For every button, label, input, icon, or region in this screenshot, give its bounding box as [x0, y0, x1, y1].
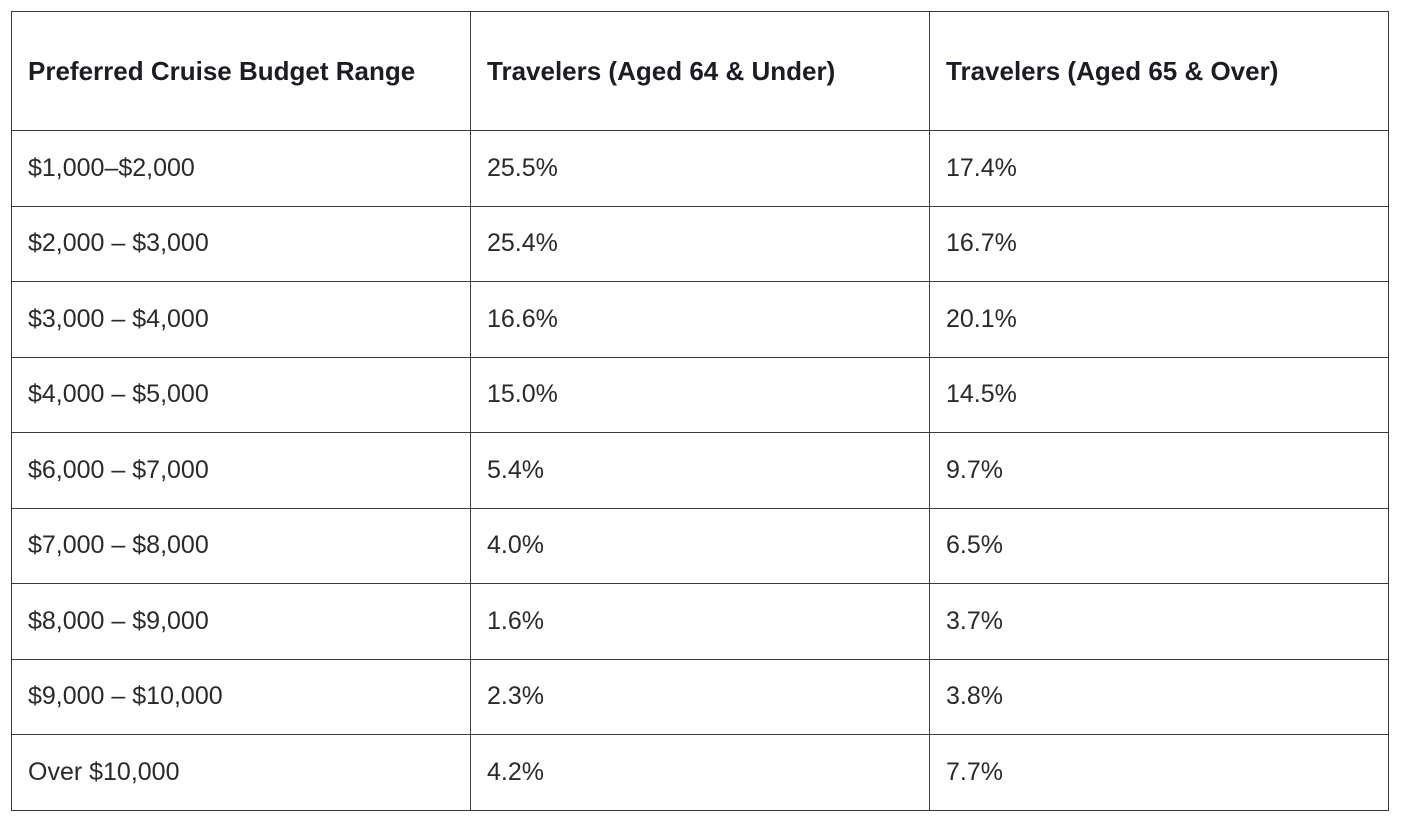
aged-64-under-cell: 2.3%: [470, 658, 930, 735]
aged-64-under-cell: 16.6%: [470, 281, 930, 358]
budget-range-cell: $2,000 – $3,000: [11, 205, 471, 282]
cruise-budget-table: Preferred Cruise Budget Range Travelers …: [11, 11, 1389, 811]
aged-64-under-cell: 4.2%: [470, 734, 930, 811]
table-row: $2,000 – $3,000 25.4% 16.7%: [11, 205, 1389, 282]
aged-65-over-cell: 14.5%: [929, 356, 1389, 433]
budget-range-cell: $6,000 – $7,000: [11, 432, 471, 509]
aged-64-under-cell: 1.6%: [470, 583, 930, 660]
budget-range-cell: $9,000 – $10,000: [11, 658, 471, 735]
budget-range-cell: $1,000–$2,000: [11, 130, 471, 207]
table-row: $3,000 – $4,000 16.6% 20.1%: [11, 281, 1389, 358]
aged-65-over-cell: 17.4%: [929, 130, 1389, 207]
table-row: $6,000 – $7,000 5.4% 9.7%: [11, 432, 1389, 509]
table-row: $1,000–$2,000 25.5% 17.4%: [11, 130, 1389, 207]
header-aged-64-under: Travelers (Aged 64 & Under): [470, 11, 930, 131]
aged-64-under-cell: 15.0%: [470, 356, 930, 433]
aged-64-under-cell: 5.4%: [470, 432, 930, 509]
budget-range-cell: $4,000 – $5,000: [11, 356, 471, 433]
aged-65-over-cell: 7.7%: [929, 734, 1389, 811]
table-row: $4,000 – $5,000 15.0% 14.5%: [11, 356, 1389, 433]
aged-64-under-cell: 25.5%: [470, 130, 930, 207]
aged-64-under-cell: 4.0%: [470, 507, 930, 584]
aged-65-over-cell: 3.7%: [929, 583, 1389, 660]
header-aged-65-over: Travelers (Aged 65 & Over): [929, 11, 1389, 131]
header-row: Preferred Cruise Budget Range Travelers …: [11, 11, 1389, 131]
table-row: $9,000 – $10,000 2.3% 3.8%: [11, 658, 1389, 735]
aged-65-over-cell: 3.8%: [929, 658, 1389, 735]
aged-65-over-cell: 9.7%: [929, 432, 1389, 509]
budget-range-cell: Over $10,000: [11, 734, 471, 811]
aged-65-over-cell: 20.1%: [929, 281, 1389, 358]
budget-range-cell: $7,000 – $8,000: [11, 507, 471, 584]
budget-range-cell: $3,000 – $4,000: [11, 281, 471, 358]
table-row: Over $10,000 4.2% 7.7%: [11, 734, 1389, 811]
table-row: $8,000 – $9,000 1.6% 3.7%: [11, 583, 1389, 660]
aged-65-over-cell: 16.7%: [929, 205, 1389, 282]
aged-64-under-cell: 25.4%: [470, 205, 930, 282]
table-row: $7,000 – $8,000 4.0% 6.5%: [11, 507, 1389, 584]
aged-65-over-cell: 6.5%: [929, 507, 1389, 584]
budget-range-cell: $8,000 – $9,000: [11, 583, 471, 660]
header-budget-range: Preferred Cruise Budget Range: [11, 11, 471, 131]
